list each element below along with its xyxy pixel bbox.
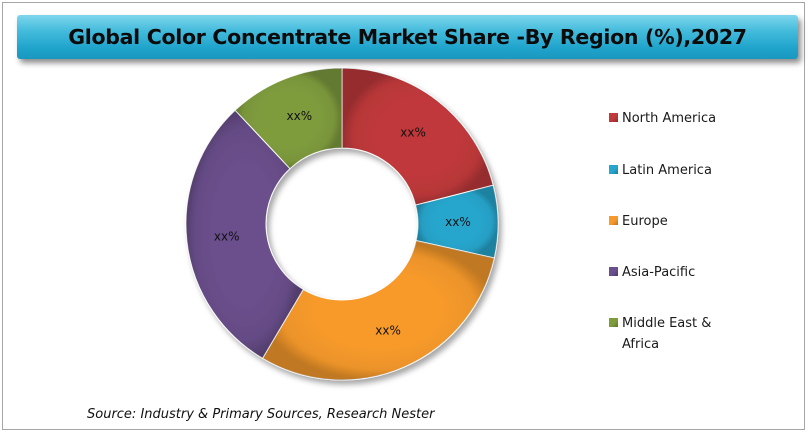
legend-label: Asia-Pacific (622, 265, 696, 280)
donut-chart: xx% xx% xx% xx% xx% (185, 67, 499, 381)
legend-swatch (609, 113, 618, 122)
legend-swatch (609, 318, 618, 327)
legend-item-asia-pacific: Asia-Pacific (609, 262, 742, 283)
chart-title: Global Color Concentrate Market Share -B… (68, 25, 747, 49)
legend-item-middle-east-africa: Middle East & Africa (609, 313, 742, 355)
slice-shade-latin-america (415, 185, 498, 259)
source-note: Source: Industry & Primary Sources, Rese… (87, 407, 435, 422)
legend-item-latin-america: Latin America (609, 160, 742, 181)
slice-shade-europe (262, 240, 495, 381)
slice-shade-north-america (342, 68, 494, 206)
data-label-latin-america: xx% (445, 215, 471, 229)
data-label-middle-east-africa: xx% (286, 109, 312, 123)
data-label-north-america: xx% (400, 125, 426, 139)
legend-label: North America (622, 111, 717, 126)
legend-label: Latin America (622, 163, 712, 178)
legend-label: Middle East & Africa (622, 316, 712, 352)
legend-swatch (609, 216, 618, 225)
slice-shade-middle-east-africa (235, 68, 342, 169)
data-label-europe: xx% (375, 323, 401, 337)
data-label-asia-pacific: xx% (214, 230, 240, 244)
slice-shade-asia-pacific (186, 110, 304, 359)
legend-label: Europe (622, 214, 668, 229)
title-banner: Global Color Concentrate Market Share -B… (17, 15, 798, 59)
legend-swatch (609, 267, 618, 276)
chart-frame: Global Color Concentrate Market Share -B… (2, 2, 805, 430)
legend-item-north-america: North America (609, 108, 742, 129)
legend-swatch (609, 165, 618, 174)
legend-item-europe: Europe (609, 211, 742, 232)
